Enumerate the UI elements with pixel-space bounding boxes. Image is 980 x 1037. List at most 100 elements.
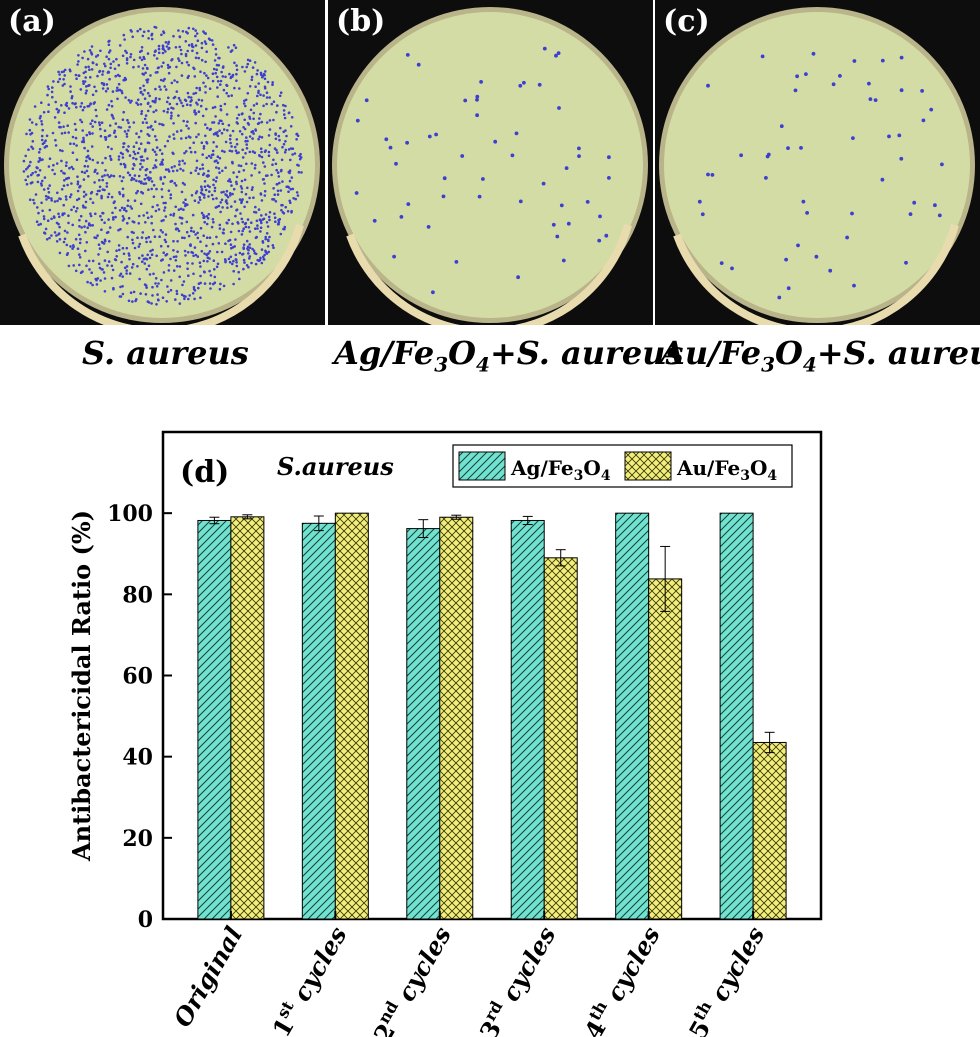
bacterial-colony: [131, 241, 135, 245]
bacterial-colony: [288, 179, 292, 183]
y-tick-label: 0: [138, 907, 153, 933]
bacterial-colony: [163, 209, 166, 212]
bacterial-colony: [141, 121, 145, 124]
dish-edge-growth: [673, 223, 959, 325]
bacterial-colony: [195, 190, 199, 193]
bacterial-colony: [556, 51, 561, 55]
bacterial-colony: [211, 153, 215, 156]
bacterial-colony: [126, 171, 130, 174]
bacterial-colony: [181, 104, 185, 108]
bacterial-colony: [463, 98, 468, 103]
bacterial-colony: [58, 251, 62, 255]
bacterial-colony: [225, 83, 228, 87]
bacterial-colony: [139, 27, 142, 31]
bacterial-colony: [270, 102, 274, 106]
bar-au: [334, 512, 369, 920]
bacterial-colony: [187, 297, 190, 301]
bacterial-colony: [68, 195, 72, 199]
bacterial-colony: [760, 54, 765, 59]
bacterial-colony: [260, 120, 264, 124]
bacterial-colony: [262, 255, 265, 259]
bacterial-colony: [178, 302, 182, 305]
bacterial-colony: [176, 80, 179, 84]
bacterial-colony: [209, 274, 213, 277]
bacterial-colony: [132, 290, 136, 294]
bacterial-colony: [442, 176, 447, 181]
bacterial-colony: [164, 168, 168, 171]
bacterial-colony: [154, 26, 158, 29]
bacterial-colony: [231, 246, 235, 249]
bacterial-colony: [296, 163, 299, 167]
bacterial-colony: [110, 276, 114, 280]
bacterial-colony: [67, 221, 70, 225]
caption-c-suffix: +S. aureus: [816, 334, 980, 372]
bacterial-colony: [84, 219, 88, 223]
bacterial-colony: [104, 169, 107, 172]
bacterial-colony: [177, 57, 180, 60]
bacterial-colony: [273, 212, 276, 215]
bacterial-colony: [167, 264, 171, 267]
bacterial-colony: [193, 199, 197, 202]
bacterial-colony: [111, 90, 115, 93]
bacterial-colony: [175, 227, 178, 230]
bacterial-colony: [167, 71, 171, 75]
bacterial-colony: [144, 71, 147, 75]
bacterial-colony: [118, 248, 121, 252]
bacterial-colony: [108, 124, 112, 127]
bacterial-colony: [195, 166, 199, 170]
bacterial-colony: [259, 71, 263, 75]
bacterial-colony: [71, 135, 75, 139]
bacterial-colony: [82, 138, 85, 142]
bacterial-colony: [154, 99, 157, 102]
bacterial-colony: [55, 221, 59, 225]
bacterial-colony: [118, 192, 122, 196]
bacterial-colony: [30, 145, 33, 149]
bacterial-colony: [90, 145, 94, 148]
bacterial-colony: [259, 147, 263, 150]
bacterial-colony: [233, 86, 236, 90]
bacterial-colony: [58, 77, 62, 81]
bacterial-colony: [730, 266, 734, 271]
bacterial-colony: [257, 137, 260, 141]
bacterial-colony: [78, 263, 81, 267]
bacterial-colony: [125, 265, 129, 268]
bacterial-colony: [110, 264, 114, 268]
bacterial-colony: [159, 229, 163, 232]
bacterial-colony: [143, 63, 147, 67]
bacterial-colony: [207, 195, 210, 198]
bacterial-colony: [96, 74, 99, 78]
bacterial-colony: [254, 262, 258, 266]
bacterial-colony: [224, 75, 227, 79]
bacterial-colony: [88, 268, 91, 271]
bacterial-colony: [192, 254, 195, 258]
bacterial-colony: [706, 172, 710, 177]
bacterial-colony: [131, 35, 134, 39]
bacterial-colony: [104, 156, 107, 160]
bacterial-colony: [187, 95, 191, 99]
bacterial-colony: [189, 103, 192, 107]
bacterial-colony: [220, 250, 224, 254]
bacterial-colony: [117, 228, 120, 232]
bacterial-colony: [128, 173, 132, 177]
plate-photo-a: (a): [0, 0, 325, 325]
bacterial-colony: [51, 131, 55, 135]
bacterial-colony: [259, 230, 262, 233]
bacterial-colony: [209, 287, 212, 290]
bacterial-colony: [57, 70, 60, 74]
bacterial-colony: [266, 238, 270, 242]
bacterial-colony: [126, 118, 129, 122]
bacterial-colony: [217, 122, 221, 125]
bacterial-colony: [235, 121, 239, 124]
bacterial-colony: [207, 169, 210, 173]
bacterial-colony: [120, 91, 124, 95]
bacterial-colony: [164, 41, 168, 44]
bacterial-colony: [252, 104, 256, 107]
petri-dish-b: [332, 7, 648, 325]
bacterial-colony: [121, 118, 125, 121]
bacterial-colony: [245, 136, 248, 139]
bacterial-colony: [106, 195, 110, 199]
bacterial-colony: [77, 233, 81, 237]
bacterial-colony: [30, 121, 34, 124]
y-axis-label: Antibactericidal Ratio (%): [67, 510, 96, 862]
bacterial-colony: [103, 62, 106, 66]
